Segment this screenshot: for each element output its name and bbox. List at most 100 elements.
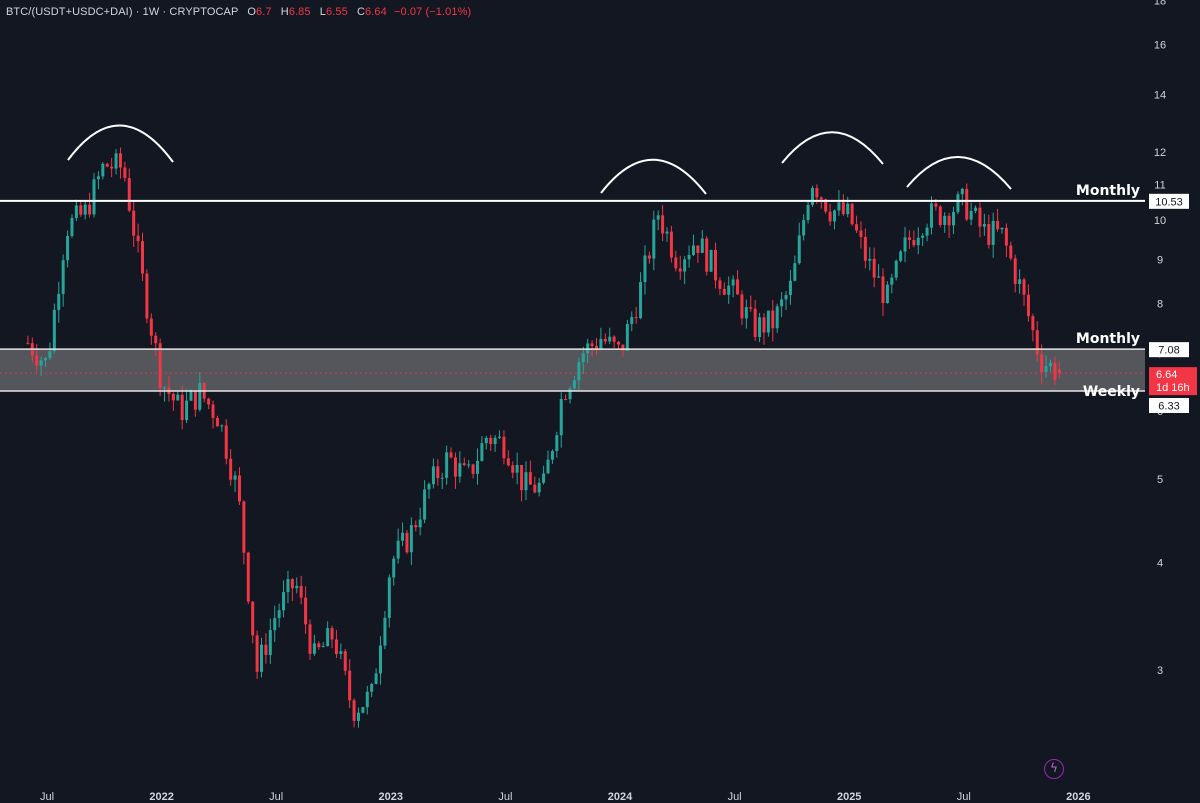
candle-up[interactable] (312, 643, 316, 654)
candle-up[interactable] (268, 630, 272, 655)
candle-down[interactable] (211, 404, 215, 418)
candle-up[interactable] (1044, 366, 1048, 373)
candle-down[interactable] (471, 464, 475, 474)
candle-down[interactable] (145, 273, 149, 319)
candle-up[interactable] (903, 237, 907, 252)
candle-up[interactable] (833, 210, 837, 222)
candle-down[interactable] (647, 255, 651, 259)
candle-down[interactable] (330, 628, 334, 640)
candle-up[interactable] (691, 245, 695, 255)
candle-up[interactable] (356, 712, 360, 721)
candle-down[interactable] (405, 532, 409, 553)
candle-up[interactable] (974, 207, 978, 211)
candle-down[interactable] (520, 465, 524, 491)
candle-up[interactable] (775, 306, 779, 329)
candle-down[interactable] (634, 317, 638, 319)
candle-down[interactable] (749, 307, 753, 309)
top-arc[interactable] (600, 158, 707, 195)
top-arc[interactable] (781, 131, 884, 165)
candle-down[interactable] (1035, 330, 1039, 355)
top-arc[interactable] (67, 124, 174, 163)
candle-down[interactable] (436, 466, 440, 479)
candle-up[interactable] (401, 532, 405, 541)
candle-down[interactable] (978, 207, 982, 227)
candle-up[interactable] (383, 617, 387, 646)
candle-up[interactable] (687, 254, 691, 260)
candle-up[interactable] (96, 176, 100, 180)
candle-down[interactable] (502, 436, 506, 459)
candle-down[interactable] (590, 343, 594, 347)
candle-up[interactable] (83, 204, 87, 215)
candle-up[interactable] (101, 163, 105, 177)
candle-up[interactable] (555, 435, 559, 452)
candle-up[interactable] (295, 585, 299, 589)
candle-down[interactable] (863, 236, 867, 261)
candle-up[interactable] (952, 212, 956, 226)
candle-up[interactable] (484, 437, 488, 444)
candle-up[interactable] (1018, 279, 1022, 284)
candle-up[interactable] (793, 263, 797, 281)
candle-down[interactable] (617, 341, 621, 345)
candle-up[interactable] (546, 459, 550, 474)
candle-down[interactable] (123, 167, 127, 179)
candle-up[interactable] (374, 673, 378, 685)
candle-down[interactable] (79, 205, 83, 215)
candle-up[interactable] (92, 179, 96, 215)
candle-down[interactable] (352, 700, 356, 721)
candle-up[interactable] (837, 202, 841, 211)
candle-up[interactable] (396, 540, 400, 559)
candle-up[interactable] (66, 235, 70, 261)
candle-up[interactable] (423, 489, 427, 520)
candle-up[interactable] (57, 293, 61, 310)
candle-up[interactable] (39, 360, 43, 366)
candle-up[interactable] (780, 299, 784, 307)
lightning-bolt-icon[interactable]: ϟ (1044, 759, 1064, 779)
candle-up[interactable] (806, 204, 810, 221)
candle-up[interactable] (260, 644, 264, 672)
candle-up[interactable] (868, 258, 872, 261)
candle-down[interactable] (938, 206, 942, 225)
candle-down[interactable] (696, 245, 700, 253)
candle-down[interactable] (965, 188, 969, 220)
candle-up[interactable] (361, 707, 365, 713)
candle-down[interactable] (1040, 354, 1044, 373)
candle-down[interactable] (762, 317, 766, 333)
candle-down[interactable] (158, 343, 162, 389)
candle-up[interactable] (515, 465, 519, 473)
candle-up[interactable] (370, 684, 374, 692)
candle-down[interactable] (1026, 294, 1030, 317)
candle-down[interactable] (127, 178, 131, 211)
candle-down[interactable] (105, 163, 109, 167)
candle-up[interactable] (559, 399, 563, 436)
candle-down[interactable] (299, 585, 303, 598)
candle-down[interactable] (207, 398, 211, 405)
candle-up[interactable] (921, 235, 925, 238)
candle-down[interactable] (824, 199, 828, 212)
candle-down[interactable] (132, 210, 136, 236)
candle-up[interactable] (581, 353, 585, 363)
candle-down[interactable] (705, 238, 709, 272)
candle-down[interactable] (594, 346, 598, 349)
candle-down[interactable] (35, 355, 39, 366)
candle-up[interactable] (639, 282, 643, 319)
candle-up[interactable] (683, 259, 687, 272)
candle-up[interactable] (286, 579, 290, 593)
candle-up[interactable] (220, 425, 224, 427)
candle-up[interactable] (665, 231, 669, 234)
candle-up[interactable] (700, 238, 704, 253)
candle-down[interactable] (110, 166, 114, 169)
candle-up[interactable] (233, 475, 237, 480)
candle-up[interactable] (189, 391, 193, 401)
candle-down[interactable] (224, 425, 228, 459)
candle-down[interactable] (1057, 369, 1061, 374)
candle-down[interactable] (678, 268, 682, 272)
candle-up[interactable] (326, 628, 330, 647)
candle-up[interactable] (802, 220, 806, 236)
candle-up[interactable] (929, 203, 933, 228)
candle-up[interactable] (440, 477, 444, 479)
candle-down[interactable] (714, 249, 717, 281)
candle-up[interactable] (176, 394, 180, 401)
candle-up[interactable] (846, 203, 850, 215)
candle-up[interactable] (379, 645, 383, 674)
